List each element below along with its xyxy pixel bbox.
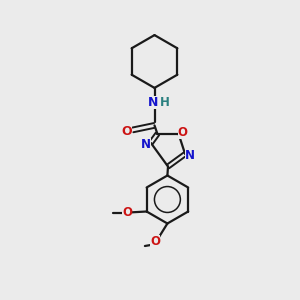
Text: H: H — [160, 96, 170, 109]
Text: N: N — [148, 96, 158, 109]
Text: O: O — [150, 235, 161, 248]
Text: O: O — [178, 126, 188, 139]
Text: N: N — [185, 149, 195, 162]
Text: O: O — [122, 206, 132, 220]
Text: O: O — [122, 125, 132, 138]
Text: N: N — [141, 138, 151, 151]
